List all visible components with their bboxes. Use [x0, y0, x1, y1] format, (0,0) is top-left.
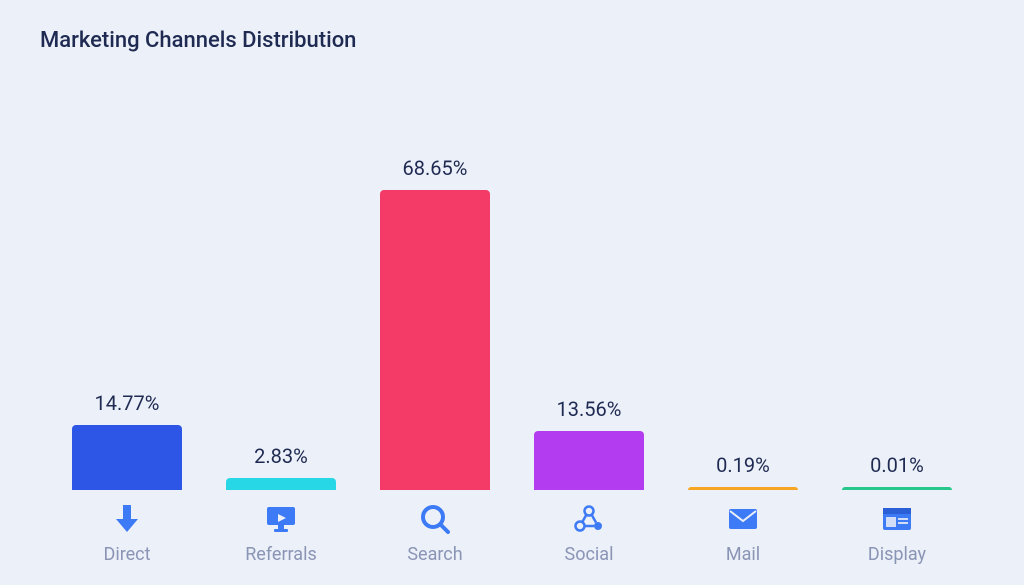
category-label: Display	[820, 544, 974, 565]
bar	[226, 478, 336, 490]
value-label: 68.65%	[403, 156, 468, 180]
category-label: Referrals	[204, 544, 358, 565]
value-label: 13.56%	[557, 397, 622, 421]
magnifier-icon	[358, 504, 512, 534]
value-label: 14.77%	[95, 391, 160, 415]
arrow-down-icon	[50, 504, 204, 534]
category-label: Mail	[666, 544, 820, 565]
browser-ad-icon	[820, 504, 974, 534]
bars-row: 14.77% 2.83% 68.65% 13.56% 0.19% 0.01%	[40, 73, 984, 490]
bar	[380, 190, 490, 490]
bar-col-social: 13.56%	[512, 73, 666, 490]
bar-col-search: 68.65%	[358, 73, 512, 490]
value-label: 2.83%	[254, 444, 308, 468]
bar-col-display: 0.01%	[820, 73, 974, 490]
bar	[72, 425, 182, 490]
value-label: 0.19%	[716, 453, 770, 477]
bar-col-mail: 0.19%	[666, 73, 820, 490]
chart-title: Marketing Channels Distribution	[40, 28, 984, 53]
bar-col-referrals: 2.83%	[204, 73, 358, 490]
category-label: Search	[358, 544, 512, 565]
monitor-icon	[204, 504, 358, 534]
bar-col-direct: 14.77%	[50, 73, 204, 490]
share-nodes-icon	[512, 504, 666, 534]
icons-row	[40, 490, 984, 540]
bar	[534, 431, 644, 490]
category-label: Direct	[50, 544, 204, 565]
value-label: 0.01%	[870, 453, 924, 477]
labels-row: DirectReferralsSearchSocialMailDisplay	[40, 540, 984, 565]
category-label: Social	[512, 544, 666, 565]
envelope-icon	[666, 504, 820, 534]
chart-area: 14.77% 2.83% 68.65% 13.56% 0.19% 0.01%	[40, 73, 984, 565]
